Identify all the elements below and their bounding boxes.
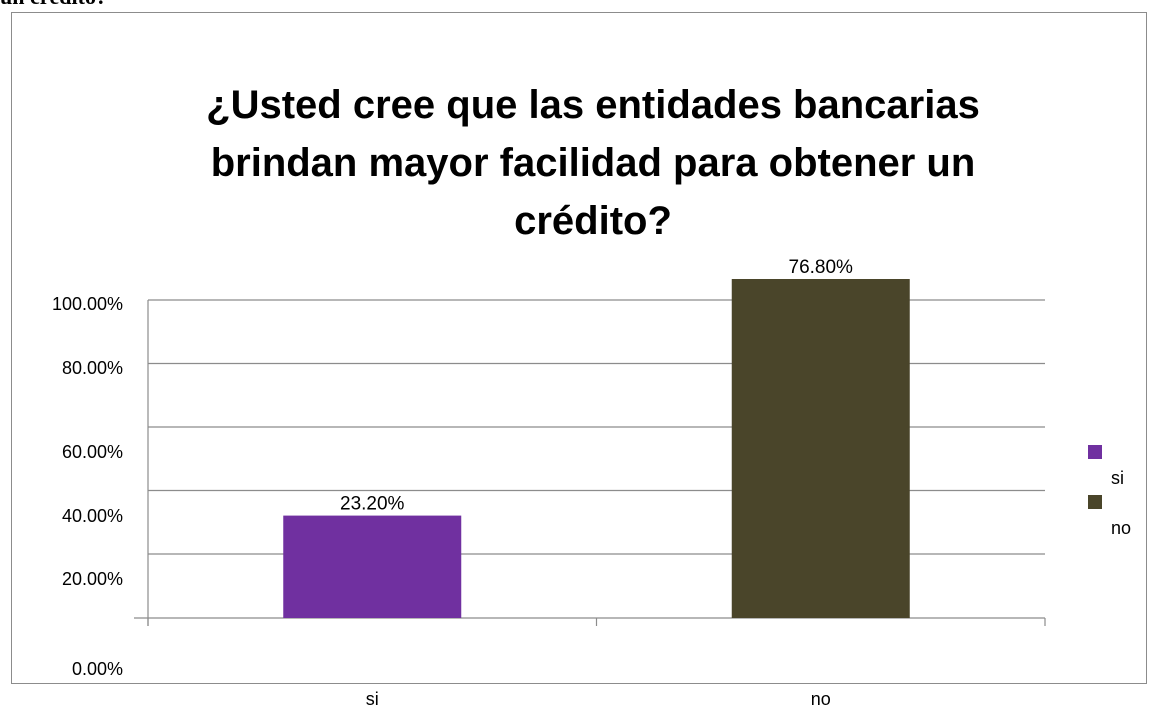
bar-si — [283, 515, 462, 618]
x-tick-label: no — [811, 689, 831, 709]
data-label-si: 23.20% — [340, 494, 405, 515]
chart-title-line: ¿Usted cree que las entidades bancarias — [206, 83, 980, 127]
y-tick-label: 40.00% — [62, 506, 123, 526]
chart-frame — [11, 12, 1147, 684]
chart-title: ¿Usted cree que las entidades bancarias b… — [206, 83, 980, 243]
y-axis-ticks: 100.00% 80.00% 60.00% 40.00% 20.00% 0.00% — [52, 294, 123, 679]
x-axis-ticks: si no — [366, 689, 831, 709]
legend-label-si: si — [1111, 468, 1124, 488]
bar-no — [731, 279, 910, 618]
legend-swatch-no — [1088, 495, 1102, 509]
data-label-no: 76.80% — [789, 257, 854, 278]
legend-label-no: no — [1111, 518, 1131, 538]
chart-title-line: brindan mayor facilidad para obtener un — [211, 141, 976, 185]
truncated-heading-fragment: un crédito? — [0, 0, 107, 10]
y-tick-label: 60.00% — [62, 442, 123, 462]
chart-title-line: crédito? — [514, 199, 672, 243]
x-tick-label: si — [366, 689, 379, 709]
legend-swatch-si — [1088, 445, 1102, 459]
legend: si no — [1088, 445, 1131, 538]
y-tick-label: 20.00% — [62, 569, 123, 589]
y-tick-label: 0.00% — [72, 659, 123, 679]
y-tick-label: 80.00% — [62, 358, 123, 378]
gridlines — [148, 299, 1045, 555]
y-tick-label: 100.00% — [52, 294, 123, 314]
bars: 23.20% 76.80% — [283, 257, 910, 618]
